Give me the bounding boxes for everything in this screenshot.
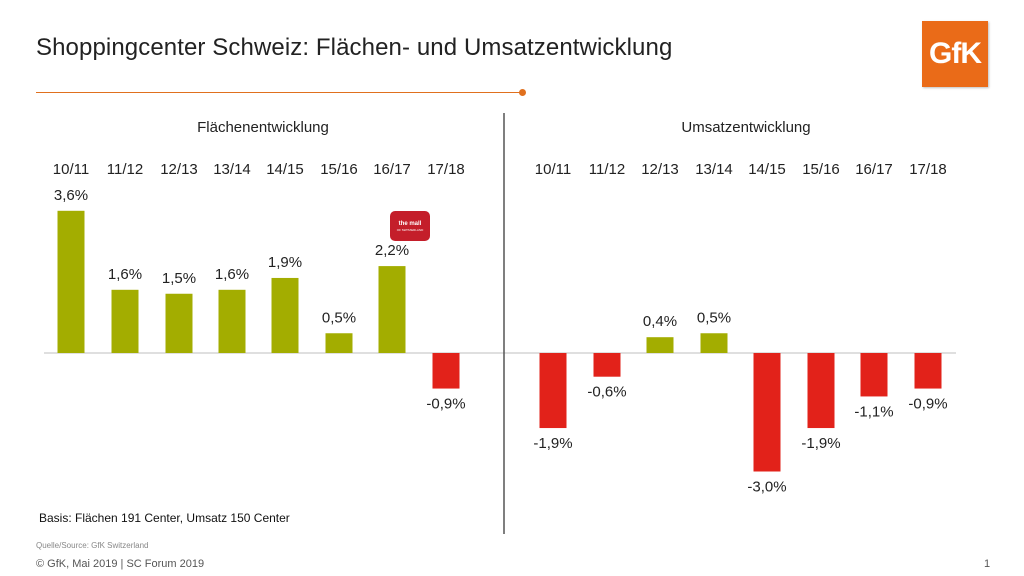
revenue-data-label: -1,9% [533, 435, 572, 452]
source-note: Quelle/Source: GfK Switzerland [36, 541, 149, 550]
revenue-category-label: 16/17 [855, 161, 893, 178]
area-bar [218, 289, 246, 353]
revenue-category-label: 14/15 [748, 161, 786, 178]
area-data-label: 1,5% [162, 270, 196, 287]
area-data-label: 1,6% [215, 266, 249, 283]
revenue-bar [593, 353, 621, 377]
revenue-bar [646, 337, 674, 353]
area-bar [165, 293, 193, 353]
area-data-label: 1,9% [268, 254, 302, 271]
area-bar [325, 333, 353, 353]
area-data-label: 3,6% [54, 187, 88, 204]
area-bar [271, 277, 299, 353]
area-category-label: 13/14 [213, 161, 251, 178]
revenue-category-label: 11/12 [589, 161, 625, 178]
title-underline [36, 92, 522, 93]
copyright-footer: © GfK, Mai 2019 | SC Forum 2019 [36, 558, 205, 570]
area-category-label: 14/15 [266, 161, 304, 178]
revenue-category-label: 12/13 [641, 161, 679, 178]
gfk-logo: GfK [922, 21, 988, 87]
revenue-chart-title: Umsatzentwicklung [681, 119, 810, 136]
area-bar [57, 210, 85, 353]
revenue-data-label: 0,4% [643, 313, 677, 330]
revenue-data-label: -0,9% [908, 396, 947, 413]
the-mall-logo-subtext: OF SWITZERLAND [396, 227, 424, 232]
the-mall-logo: the mall OF SWITZERLAND [390, 211, 430, 241]
revenue-bar [539, 353, 567, 429]
area-data-label: 0,5% [322, 309, 356, 326]
area-category-label: 10/11 [53, 161, 89, 178]
area-data-label: -0,9% [426, 396, 465, 413]
revenue-category-label: 10/11 [535, 161, 571, 178]
the-mall-logo-text: the mall [398, 220, 422, 227]
revenue-data-label: -1,1% [854, 403, 893, 420]
area-bar [111, 289, 139, 353]
revenue-bar [914, 353, 942, 389]
revenue-data-label: -3,0% [747, 479, 786, 496]
revenue-data-label: -0,6% [587, 384, 626, 401]
revenue-bar [807, 353, 835, 429]
revenue-category-label: 15/16 [802, 161, 840, 178]
area-chart-title: Flächenentwicklung [197, 119, 329, 136]
revenue-bar [753, 353, 781, 472]
revenue-category-label: 17/18 [909, 161, 947, 178]
revenue-bar [700, 333, 728, 353]
area-bar [378, 266, 406, 353]
title-underline-dot [519, 89, 526, 96]
area-category-label: 12/13 [160, 161, 198, 178]
page-title: Shoppingcenter Schweiz: Flächen- und Ums… [36, 34, 673, 61]
revenue-bar [860, 353, 888, 397]
area-data-label: 1,6% [108, 266, 142, 283]
basis-note: Basis: Flächen 191 Center, Umsatz 150 Ce… [39, 511, 290, 525]
revenue-data-label: 0,5% [697, 309, 731, 326]
area-data-label: 2,2% [375, 242, 409, 259]
revenue-data-label: -1,9% [801, 435, 840, 452]
revenue-category-label: 13/14 [695, 161, 733, 178]
area-category-label: 17/18 [427, 161, 465, 178]
area-category-label: 16/17 [373, 161, 411, 178]
page-number: 1 [984, 558, 991, 570]
area-category-label: 11/12 [107, 161, 143, 178]
area-category-label: 15/16 [320, 161, 358, 178]
area-bar [432, 353, 460, 389]
